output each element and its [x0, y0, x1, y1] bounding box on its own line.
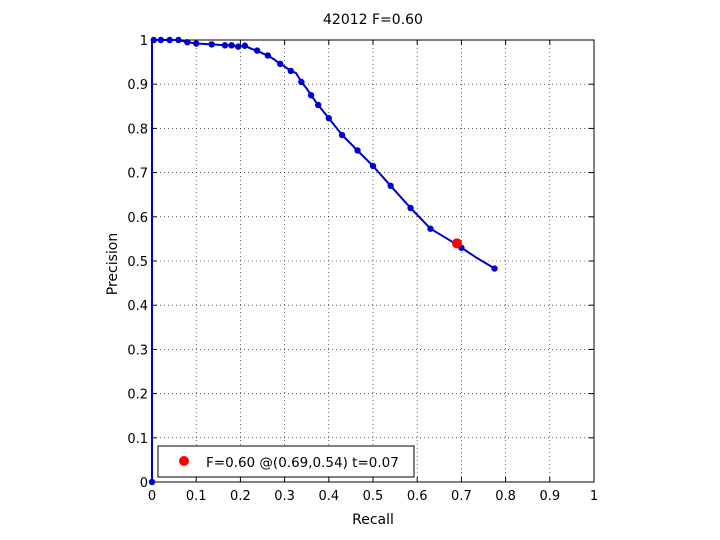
data-point — [148, 478, 156, 486]
y-tick-label: 0.5 — [127, 255, 148, 270]
y-tick-label: 1 — [140, 34, 148, 49]
data-point — [491, 265, 498, 272]
data-point — [387, 182, 394, 190]
x-tick-label: 0.6 — [407, 489, 428, 504]
data-point — [307, 92, 315, 99]
legend-box — [157, 445, 415, 478]
data-point — [354, 147, 361, 154]
x-tick-label: 0.2 — [230, 489, 251, 504]
y-tick-label: 0.2 — [127, 388, 148, 403]
x-tick-labels: 0 0.1 0.2 0.3 0.4 0.5 0.6 0.7 0.8 0.9 1 — [148, 489, 598, 504]
legend: F=0.60 @(0.69,0.54) t=0.07 — [157, 445, 415, 478]
data-point — [253, 47, 261, 54]
data-point — [287, 67, 294, 75]
data-point — [157, 36, 165, 44]
y-tick-label: 0.7 — [127, 167, 148, 182]
y-tick-label: 0.4 — [127, 299, 148, 314]
y-axis-label: Precision — [105, 233, 121, 295]
x-tick-label: 0.5 — [363, 489, 384, 504]
data-point — [314, 101, 322, 109]
y-tick-label: 0 — [140, 476, 148, 491]
data-point — [150, 36, 157, 44]
y-tick-label: 0.6 — [127, 211, 148, 226]
y-tick-label: 0.1 — [127, 432, 148, 447]
best-f-point — [451, 238, 462, 249]
data-point — [276, 60, 284, 68]
y-tick-label: 0.3 — [127, 343, 148, 358]
data-point — [208, 41, 215, 48]
data-point — [325, 115, 332, 122]
x-tick-label: 0.1 — [186, 489, 207, 504]
x-tick-label: 0 — [148, 489, 156, 504]
data-point — [166, 36, 173, 44]
chart-title: 42012 F=0.60 — [323, 12, 423, 28]
data-point — [241, 42, 249, 49]
data-point — [427, 225, 434, 232]
data-point — [234, 43, 242, 50]
data-point — [338, 131, 346, 139]
x-tick-label: 0.7 — [451, 489, 472, 504]
series-layer — [148, 36, 498, 486]
x-tick-label: 0.9 — [539, 489, 560, 504]
data-point — [193, 40, 200, 47]
legend-entry-label: F=0.60 @(0.69,0.54) t=0.07 — [206, 455, 399, 471]
x-tick-label: 0.4 — [318, 489, 339, 504]
data-point — [369, 162, 377, 170]
y-tick-label: 0.9 — [127, 78, 148, 93]
x-tick-label: 0.3 — [274, 489, 295, 504]
data-point — [298, 78, 305, 86]
x-axis-label: Recall — [352, 512, 394, 528]
data-point — [184, 39, 191, 46]
x-tick-label: 0.8 — [495, 489, 516, 504]
data-point — [221, 42, 229, 49]
data-point — [264, 52, 272, 59]
data-point — [228, 42, 235, 49]
y-tick-label: 0.8 — [127, 122, 148, 137]
data-point — [175, 36, 182, 44]
legend-marker — [179, 456, 189, 466]
y-tick-labels: 0 0.1 0.2 0.3 0.4 0.5 0.6 0.7 0.8 0.9 1 — [127, 34, 148, 491]
data-point — [407, 204, 414, 212]
x-tick-label: 1 — [590, 489, 598, 504]
gridlines — [152, 40, 594, 482]
